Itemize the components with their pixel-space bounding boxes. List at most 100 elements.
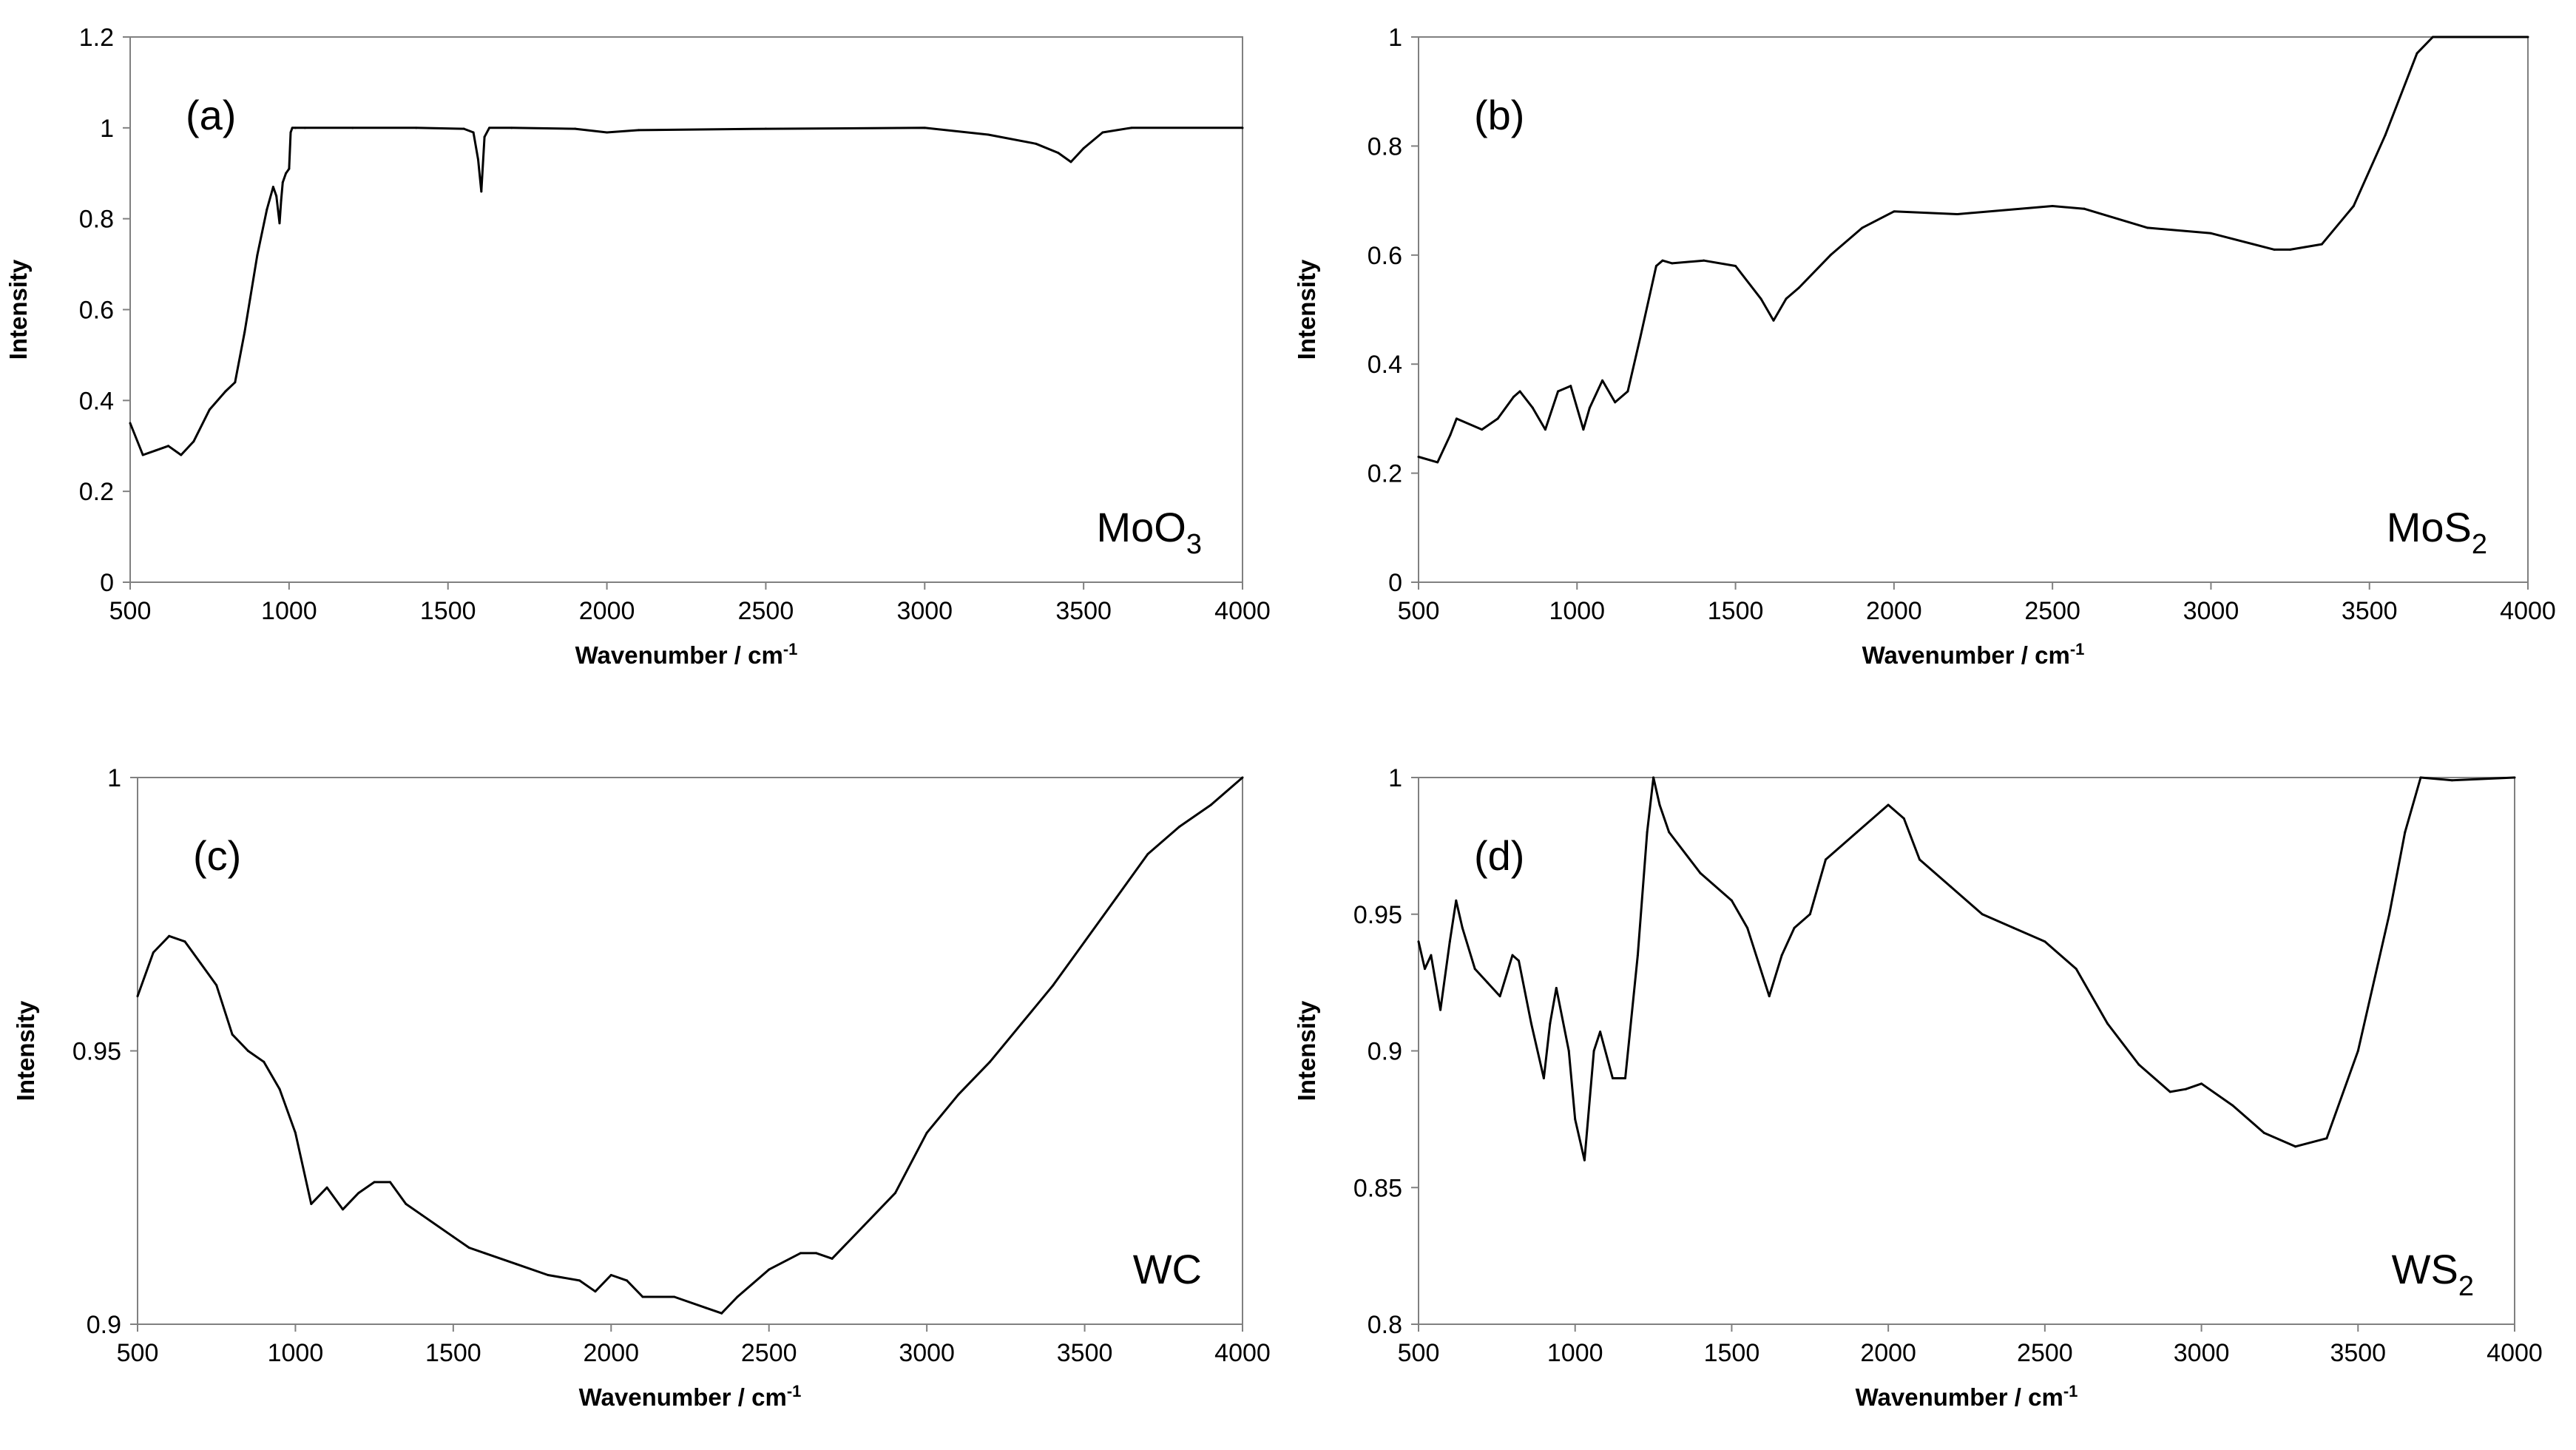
compound-subscript: 2 bbox=[2458, 1271, 2474, 1302]
panel-label: (a) bbox=[186, 92, 236, 138]
data-point bbox=[1785, 297, 1788, 300]
data-point bbox=[1614, 401, 1617, 404]
data-point bbox=[2051, 204, 2054, 207]
data-point bbox=[1529, 1022, 1532, 1025]
data-point bbox=[1824, 858, 1827, 861]
x-tick-label: 4000 bbox=[2500, 597, 2556, 625]
x-tick-label: 1500 bbox=[1704, 1339, 1760, 1367]
data-point bbox=[357, 1192, 360, 1195]
data-point bbox=[594, 1290, 597, 1293]
data-point bbox=[1518, 390, 1521, 393]
y-tick-label: 0.85 bbox=[1353, 1174, 1402, 1202]
data-point bbox=[893, 1192, 896, 1195]
x-tick-label: 1000 bbox=[268, 1339, 324, 1367]
data-point bbox=[1861, 226, 1864, 229]
x-tick-label: 3500 bbox=[2330, 1339, 2386, 1367]
data-point bbox=[1517, 960, 1520, 962]
x-axis-label: Wavenumber / cm-1 bbox=[575, 640, 798, 669]
x-tick-label: 3500 bbox=[1057, 1339, 1113, 1367]
data-point bbox=[1544, 428, 1546, 431]
data-point bbox=[2289, 248, 2292, 251]
data-point bbox=[1582, 428, 1585, 431]
data-point bbox=[957, 1093, 960, 1096]
data-point bbox=[1567, 1050, 1570, 1052]
x-axis-label-text: Wavenumber / cm bbox=[1862, 641, 2070, 669]
data-point bbox=[168, 934, 171, 937]
data-point bbox=[1473, 968, 1476, 971]
data-point bbox=[1768, 995, 1771, 998]
data-point bbox=[704, 1306, 707, 1309]
data-point bbox=[925, 1131, 928, 1134]
x-tick-label: 3000 bbox=[896, 597, 953, 625]
data-point bbox=[1052, 984, 1055, 987]
data-point bbox=[256, 254, 259, 257]
x-tick-label: 1500 bbox=[1708, 597, 1764, 625]
data-point bbox=[768, 1268, 771, 1271]
data-point bbox=[303, 127, 306, 129]
data-point bbox=[1893, 210, 1896, 213]
data-point bbox=[167, 445, 170, 448]
data-point bbox=[341, 1208, 344, 1211]
data-point bbox=[373, 1181, 376, 1184]
y-tick-label: 0.6 bbox=[1368, 242, 1402, 270]
data-point bbox=[1759, 297, 1762, 300]
compound-label: MoO3 bbox=[1097, 504, 1203, 560]
x-tick-label: 1000 bbox=[261, 597, 317, 625]
data-point bbox=[420, 1213, 423, 1216]
data-point bbox=[1703, 259, 1705, 262]
data-point bbox=[351, 127, 354, 129]
x-tick-label: 500 bbox=[109, 597, 152, 625]
y-tick-label: 1 bbox=[1388, 764, 1402, 792]
data-point bbox=[1652, 776, 1655, 779]
chart-panel-1: 500 1000 1500 2000 2500 3000 3500 4000 0 0.2 0.4 0.… bbox=[4, 24, 1271, 669]
data-point bbox=[136, 995, 139, 998]
x-axis-label: Wavenumber / cm-1 bbox=[1862, 640, 2085, 669]
data-point bbox=[1601, 379, 1604, 382]
data-point bbox=[462, 127, 465, 130]
x-tick-label: 2000 bbox=[1860, 1339, 1916, 1367]
data-point bbox=[1241, 776, 1244, 779]
data-point bbox=[288, 167, 291, 170]
data-point bbox=[1512, 395, 1515, 398]
plot-frame bbox=[1418, 36, 2529, 583]
data-point bbox=[2404, 831, 2407, 834]
data-point bbox=[2388, 913, 2391, 916]
panel-label: (b) bbox=[1474, 92, 1524, 138]
data-point bbox=[243, 331, 246, 334]
data-point bbox=[199, 962, 202, 965]
data-point bbox=[2137, 1063, 2140, 1066]
data-point bbox=[1780, 954, 1783, 957]
data-point bbox=[1746, 926, 1749, 929]
data-point bbox=[1583, 1159, 1586, 1161]
data-point bbox=[1101, 131, 1104, 134]
plot-frame bbox=[137, 777, 1243, 1325]
data-point bbox=[325, 1186, 328, 1189]
data-point bbox=[415, 127, 418, 129]
compound-formula: WS bbox=[2392, 1246, 2458, 1292]
data-point bbox=[1115, 897, 1118, 900]
y-tick-label: 0 bbox=[1388, 569, 1402, 597]
data-point bbox=[1956, 213, 1959, 216]
data-point bbox=[578, 1279, 581, 1282]
data-point bbox=[799, 1252, 802, 1255]
y-tick-label: 0.2 bbox=[1368, 460, 1402, 488]
data-point bbox=[2168, 1090, 2171, 1093]
x-tick-label: 4000 bbox=[1214, 1339, 1271, 1367]
data-point bbox=[606, 131, 609, 134]
data-point bbox=[2419, 776, 2422, 779]
data-point bbox=[180, 453, 183, 456]
y-tick-label: 0.9 bbox=[87, 1311, 121, 1339]
data-point bbox=[484, 1252, 487, 1255]
data-point bbox=[1626, 390, 1629, 393]
data-point bbox=[2075, 968, 2078, 971]
data-point bbox=[141, 453, 144, 456]
data-point bbox=[1569, 385, 1572, 388]
chart-panel-4: 500 1000 1500 2000 2500 3000 3500 4000 0.8 0.85 0.… bbox=[1293, 764, 2543, 1411]
x-tick-label: 3000 bbox=[2183, 597, 2239, 625]
data-point bbox=[626, 1279, 629, 1282]
panel-label: (d) bbox=[1474, 832, 1524, 879]
spectrum-line bbox=[129, 127, 1243, 456]
y-tick-label: 0.8 bbox=[1368, 1311, 1402, 1339]
data-point bbox=[1636, 954, 1639, 957]
